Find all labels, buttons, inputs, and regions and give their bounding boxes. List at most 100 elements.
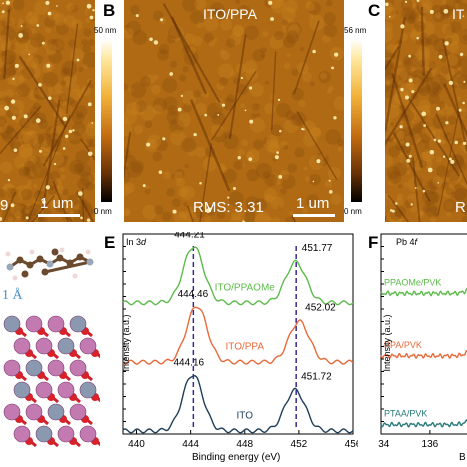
afm-particle — [205, 208, 211, 213]
afm-texture-spot — [458, 56, 467, 71]
afm-texture-spot — [400, 110, 409, 119]
afm-texture-spot — [0, 35, 12, 52]
afm-particle — [72, 129, 75, 132]
afm-texture-spot — [418, 76, 429, 87]
afm-texture-spot — [266, 134, 279, 148]
afm-texture-spot — [55, 203, 64, 213]
chart-f-title-prefix: Pb 4 — [396, 237, 415, 247]
afm-texture-spot — [23, 160, 36, 172]
x-tick-label: 134 — [378, 439, 390, 450]
afm-texture-spot — [385, 75, 389, 83]
afm-texture-spot — [306, 2, 316, 12]
molecule-atom — [66, 259, 74, 267]
afm-particle — [422, 189, 426, 193]
afm-particle — [53, 162, 57, 166]
afm-texture-spot — [178, 213, 184, 219]
afm-particle — [334, 52, 339, 57]
afm-particle — [56, 5, 58, 7]
afm-grain-boundary — [76, 192, 95, 222]
molecule-atom — [36, 255, 44, 263]
afm-texture-spot — [55, 22, 69, 36]
afm-texture-spot — [409, 65, 416, 72]
afm-texture-spot — [78, 66, 84, 72]
afm-texture-spot — [291, 87, 304, 101]
afm-particle — [92, 8, 95, 12]
afm-texture-spot — [238, 7, 247, 17]
afm-texture-spot — [421, 75, 427, 81]
afm-texture-spot — [237, 204, 242, 210]
hydrogen-atom — [59, 247, 65, 253]
afm-texture-spot — [60, 80, 67, 86]
hydrogen-atom — [29, 249, 35, 255]
afm-texture-spot — [0, 0, 8, 15]
afm-texture-spot — [182, 45, 191, 54]
afm-texture-spot — [75, 150, 90, 165]
panel-d-distance-label: 1 Å — [2, 288, 23, 303]
afm-texture-spot — [231, 211, 240, 221]
afm-texture-spot — [410, 28, 425, 43]
afm-texture-spot — [449, 169, 463, 183]
afm-particle — [274, 155, 279, 160]
afm-texture-spot — [255, 211, 271, 222]
afm-particle — [312, 180, 315, 183]
afm-texture-spot — [424, 80, 429, 85]
afm-texture-spot — [5, 16, 15, 27]
afm-texture-spot — [29, 155, 38, 164]
afm-texture-spot — [54, 139, 59, 144]
afm-texture-spot — [414, 20, 426, 33]
afm-particle — [35, 118, 41, 123]
afm-texture-spot — [396, 215, 404, 222]
afm-particle — [41, 41, 45, 45]
afm-texture-spot — [0, 125, 14, 140]
afm-texture-spot — [204, 146, 216, 157]
afm-texture-spot — [425, 126, 436, 138]
afm-texture-spot — [11, 44, 17, 50]
afm-texture-spot — [76, 113, 83, 120]
afm-texture-spot — [57, 111, 63, 117]
afm-texture-spot — [403, 126, 413, 136]
afm-texture-spot — [0, 90, 7, 99]
afm-texture-spot — [32, 162, 48, 179]
afm-texture-spot — [88, 208, 95, 216]
afm-texture-spot — [60, 68, 70, 77]
afm-texture-spot — [298, 100, 306, 108]
afm-texture-spot — [457, 74, 467, 90]
afm-particle — [42, 200, 46, 204]
afm-texture-spot — [326, 88, 332, 94]
afm-texture-spot — [173, 211, 188, 222]
afm-texture-spot — [182, 0, 198, 12]
x-tick-label: 136 — [422, 439, 439, 450]
afm-texture-spot — [397, 80, 404, 86]
afm-particle — [463, 80, 466, 83]
afm-texture-spot — [308, 13, 314, 19]
metal-atom — [25, 315, 43, 333]
afm-texture-spot — [132, 30, 148, 45]
afm-grain-boundary — [42, 79, 92, 167]
afm-texture-spot — [153, 74, 159, 80]
afm-texture-spot — [388, 138, 394, 143]
afm-texture-spot — [60, 174, 66, 180]
afm-texture-spot — [289, 114, 302, 127]
afm-texture-spot — [418, 2, 431, 14]
metal-atom — [47, 315, 65, 333]
afm-particle — [242, 220, 245, 222]
afm-texture-spot — [416, 79, 424, 87]
afm-texture-spot — [309, 173, 321, 186]
afm-texture-spot — [124, 165, 129, 171]
afm-texture-spot — [428, 93, 440, 105]
afm-texture-spot — [1, 49, 16, 65]
afm-texture-spot — [322, 34, 331, 44]
afm-texture-spot — [309, 126, 322, 139]
afm-texture-spot — [50, 203, 56, 209]
afm-texture-spot — [425, 199, 432, 206]
afm-texture-spot — [385, 104, 400, 119]
afm-particle — [135, 14, 139, 18]
afm-texture-spot — [45, 126, 58, 138]
afm-texture-spot — [72, 121, 86, 136]
afm-texture-spot — [142, 204, 158, 220]
afm-texture-spot — [235, 63, 247, 74]
afm-texture-spot — [385, 115, 392, 127]
afm-texture-spot — [53, 108, 66, 121]
afm-texture-spot — [20, 203, 27, 211]
